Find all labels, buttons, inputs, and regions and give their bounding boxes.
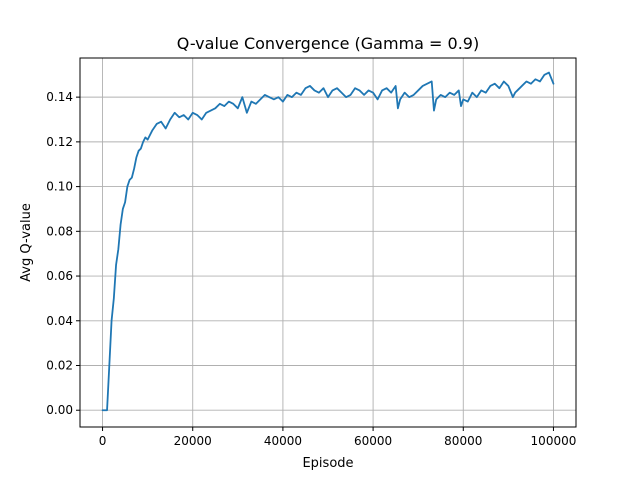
y-tick-label: 0.06 (46, 269, 73, 283)
x-tick-label: 60000 (354, 434, 392, 448)
x-tick-label: 20000 (174, 434, 212, 448)
x-tick-label: 40000 (264, 434, 302, 448)
y-tick-label: 0.10 (46, 180, 73, 194)
x-tick-label: 0 (99, 434, 107, 448)
x-tick-label: 100000 (531, 434, 577, 448)
plot-frame (79, 57, 577, 428)
series-line (101, 71, 555, 412)
y-tick-label: 0.12 (46, 135, 73, 149)
chart-title: Q-value Convergence (Gamma = 0.9) (177, 34, 479, 53)
x-axis-label: Episode (302, 456, 353, 471)
y-tick-label: 0.08 (46, 224, 73, 238)
y-tick-label: 0.02 (46, 359, 73, 373)
y-tick-label: 0.00 (46, 403, 73, 417)
x-tick-label: 80000 (444, 434, 482, 448)
y-tick-label: 0.14 (46, 90, 73, 104)
y-tick-label: 0.04 (46, 314, 73, 328)
series-layer (101, 71, 555, 412)
y-axis-label: Avg Q-value (19, 203, 34, 282)
tick-layer: 0 20000 40000 60000 80000 100000 0.00 0.02 0.04 0… (46, 90, 576, 448)
